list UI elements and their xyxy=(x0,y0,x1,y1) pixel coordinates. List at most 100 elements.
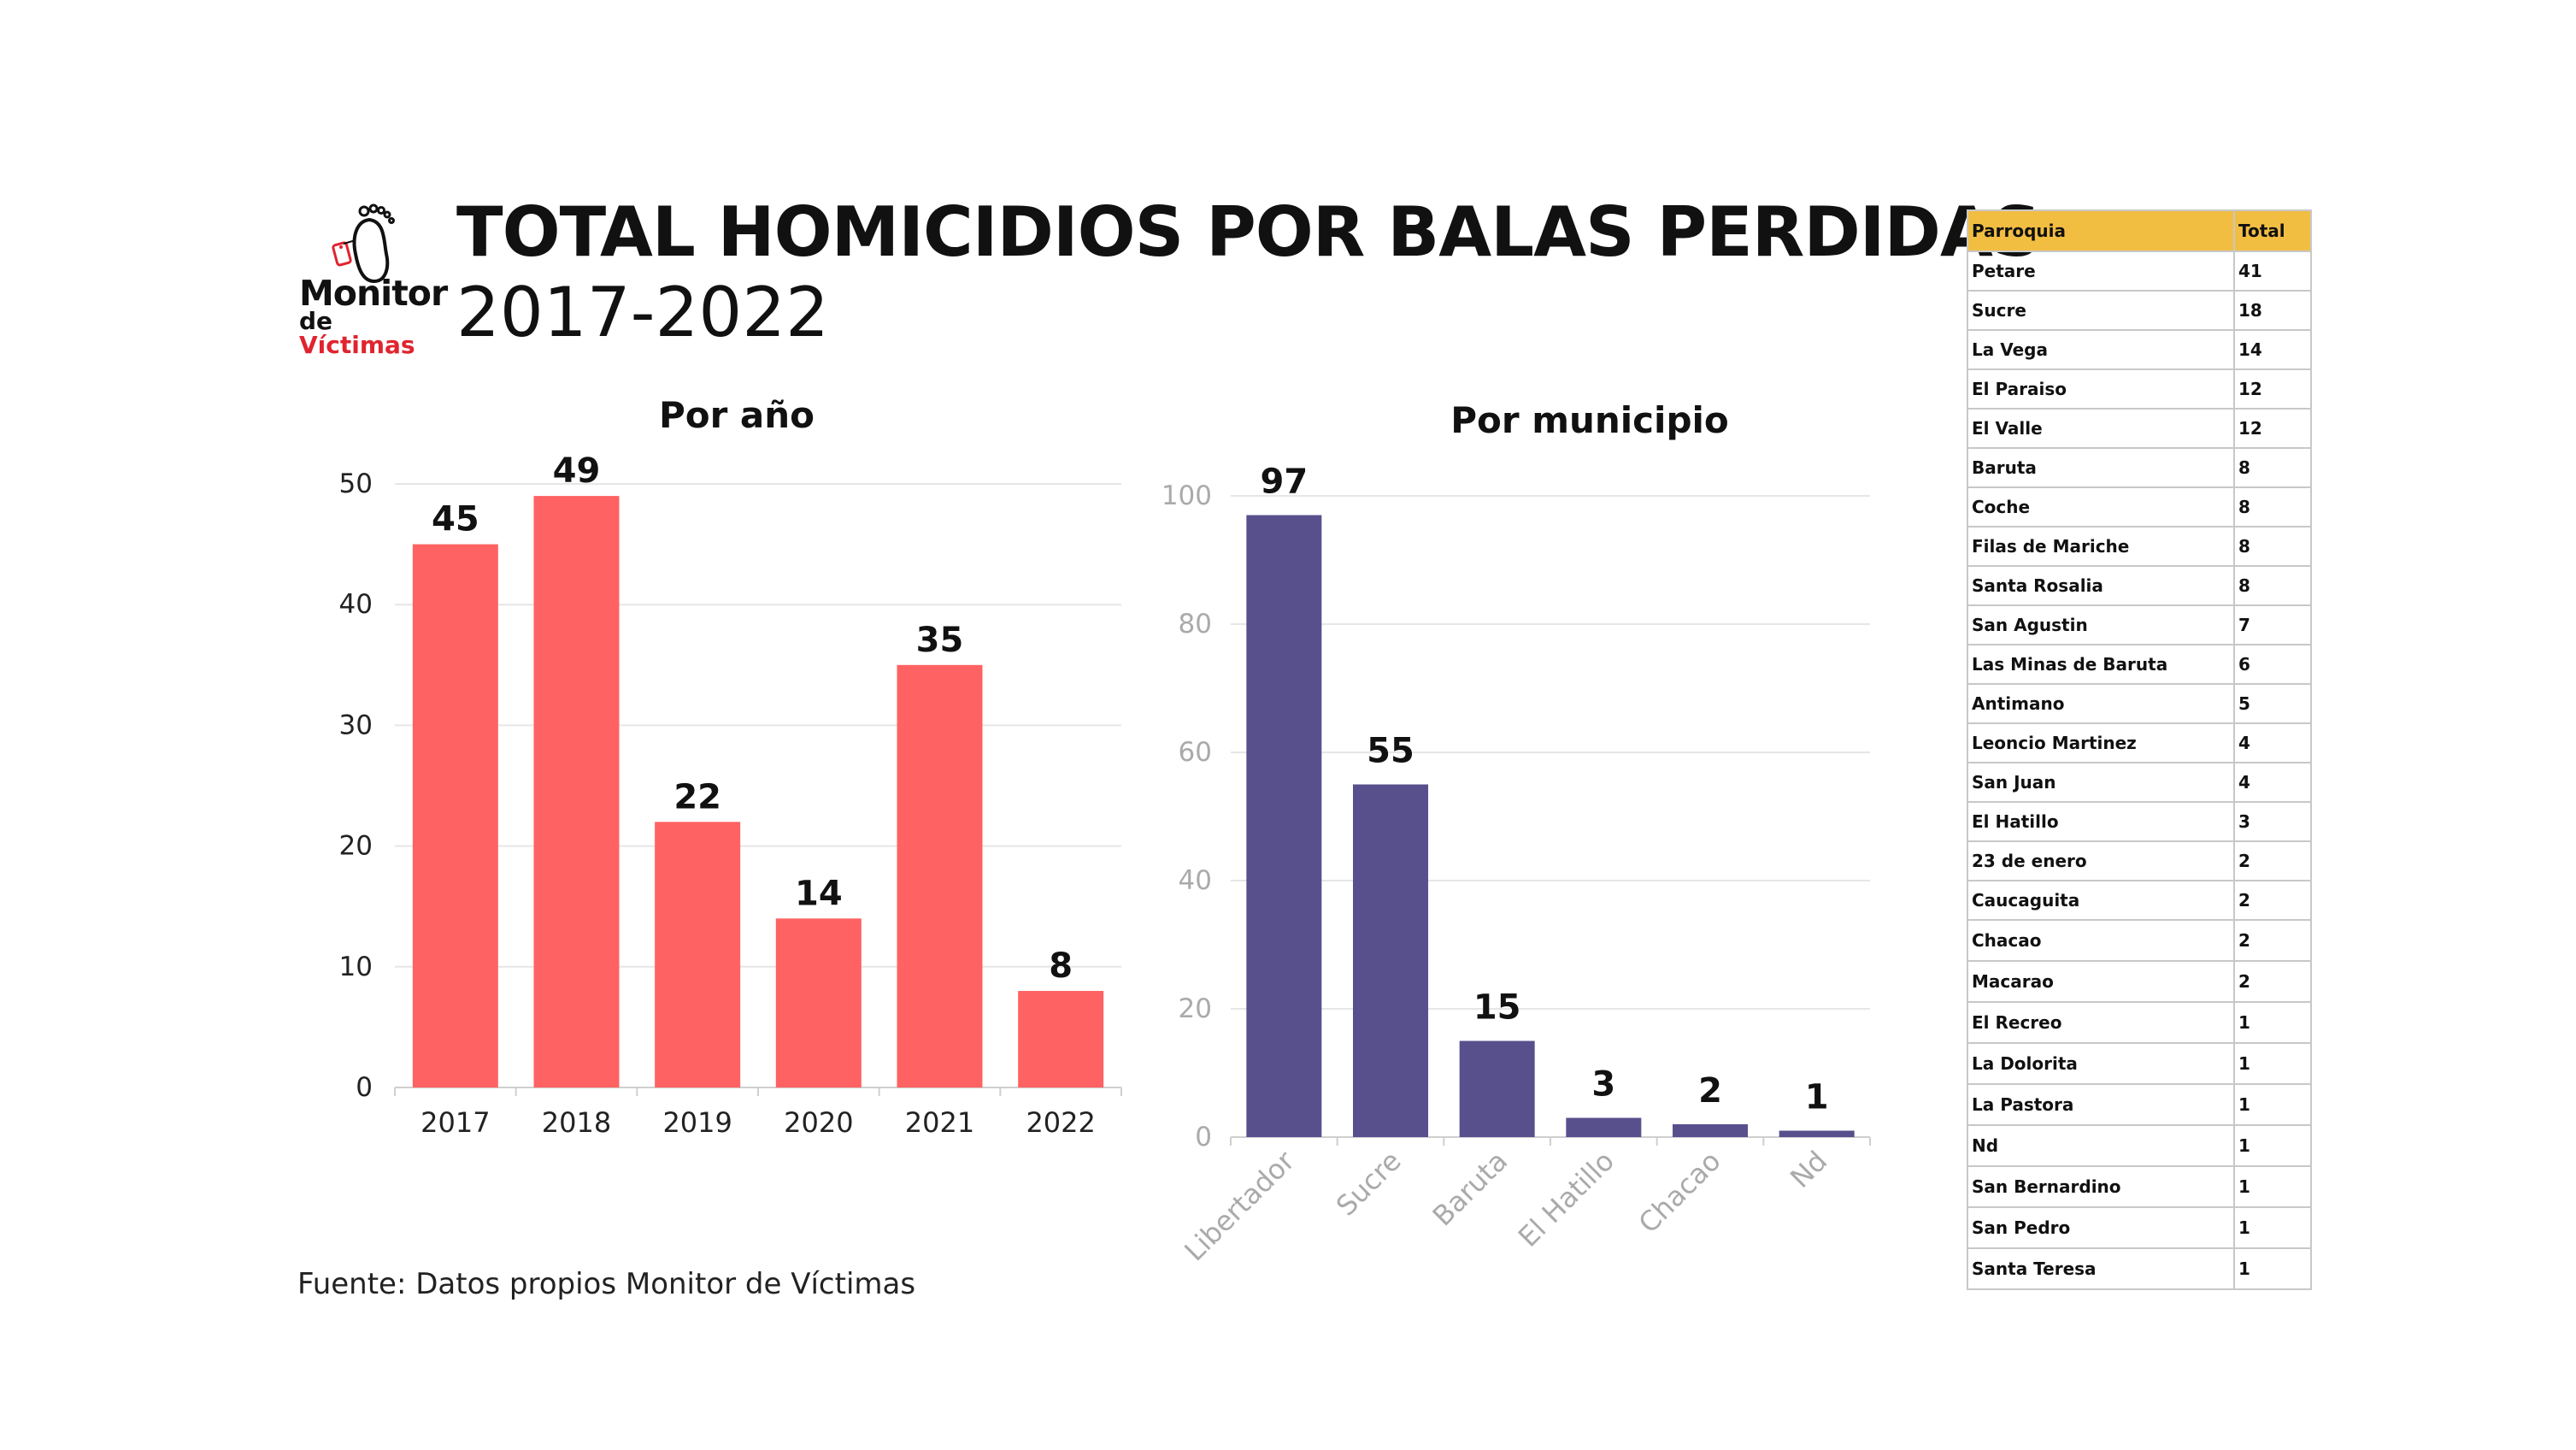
data-label: 2 xyxy=(1698,1071,1722,1111)
chart-by-municipality: Por municipio 0 20 40 60 80 100 97 Libertador 55 S… xyxy=(1162,399,1871,1267)
y-tick-label: 40 xyxy=(339,589,373,620)
table-header-row: Parroquia Total xyxy=(1967,209,2312,252)
y-tick-label: 40 xyxy=(1179,865,1212,896)
parroquia-cell: Sucre xyxy=(1967,290,2235,331)
table-row: Coche 8 xyxy=(1967,486,2312,528)
total-cell: 4 xyxy=(2233,762,2312,803)
table-row: Santa Rosalia 8 xyxy=(1967,565,2312,606)
parroquia-cell: Baruta xyxy=(1967,447,2235,488)
total-cell: 8 xyxy=(2233,447,2312,488)
table-row: Macarao 2 xyxy=(1967,960,2312,1003)
data-label: 49 xyxy=(553,451,601,491)
total-cell: 8 xyxy=(2233,486,2312,528)
category-label: 2018 xyxy=(542,1106,611,1139)
table-row: El Valle 12 xyxy=(1967,408,2312,449)
table-row: San Juan 4 xyxy=(1967,762,2312,803)
category-label: Baruta xyxy=(1426,1145,1514,1233)
table-row: El Recreo 1 xyxy=(1967,1001,2312,1044)
total-cell: 1 xyxy=(2233,1206,2312,1249)
parroquia-cell: San Bernardino xyxy=(1967,1165,2235,1208)
y-tick-label: 10 xyxy=(339,952,373,982)
parroquia-cell: San Pedro xyxy=(1967,1206,2235,1249)
category-label: Libertador xyxy=(1178,1144,1301,1267)
parroquia-cell: Nd xyxy=(1967,1124,2235,1167)
total-cell: 2 xyxy=(2233,919,2312,962)
bar xyxy=(1353,784,1428,1137)
y-tick-label: 100 xyxy=(1162,480,1212,511)
table-row: La Vega 14 xyxy=(1967,329,2312,370)
y-tick-label: 20 xyxy=(339,831,373,862)
bar xyxy=(1566,1117,1642,1137)
total-cell: 2 xyxy=(2233,880,2312,921)
table-row: 23 de enero 2 xyxy=(1967,840,2312,881)
category-label: El Hatillo xyxy=(1512,1145,1620,1253)
category-label: 2017 xyxy=(421,1106,490,1139)
data-label: 35 xyxy=(916,621,964,660)
category-label: 2021 xyxy=(905,1106,974,1139)
total-cell: 41 xyxy=(2233,251,2312,292)
total-cell: 5 xyxy=(2233,683,2312,724)
table-row: Nd 1 xyxy=(1967,1124,2312,1167)
total-cell: 1 xyxy=(2233,1042,2312,1085)
bar xyxy=(1018,991,1104,1088)
table-row: San Bernardino 1 xyxy=(1967,1165,2312,1208)
parroquia-cell: El Hatillo xyxy=(1967,801,2235,842)
parroquia-cell: Filas de Mariche xyxy=(1967,526,2235,567)
y-tick-label: 0 xyxy=(1195,1122,1212,1152)
total-cell: 6 xyxy=(2233,644,2312,685)
y-tick-label: 0 xyxy=(356,1072,373,1103)
total-cell: 2 xyxy=(2233,840,2312,881)
total-cell: 2 xyxy=(2233,960,2312,1003)
parroquia-cell: La Vega xyxy=(1967,329,2235,370)
logo-wordmark-line1: Monitor xyxy=(299,273,448,314)
table-row: Antimano 5 xyxy=(1967,683,2312,724)
parroquia-cell: La Pastora xyxy=(1967,1083,2235,1126)
column-header: Parroquia xyxy=(1967,209,2235,252)
category-label: Sucre xyxy=(1330,1145,1408,1223)
bar xyxy=(1673,1124,1748,1137)
chart-title: Por municipio xyxy=(1450,399,1729,441)
y-tick-label: 80 xyxy=(1179,609,1212,640)
category-label: 2022 xyxy=(1026,1106,1095,1139)
table-row: Chacao 2 xyxy=(1967,919,2312,962)
total-cell: 12 xyxy=(2233,368,2312,410)
parroquia-cell: El Paraiso xyxy=(1967,368,2235,410)
total-cell: 8 xyxy=(2233,565,2312,606)
parroquia-cell: Chacao xyxy=(1967,919,2235,962)
page-subtitle: 2017-2022 xyxy=(456,273,830,352)
parroquia-cell: Santa Teresa xyxy=(1967,1247,2235,1290)
chart-title: Por año xyxy=(659,394,815,436)
total-cell: 1 xyxy=(2233,1247,2312,1290)
parroquia-cell: San Agustin xyxy=(1967,604,2235,645)
table-row: Sucre 18 xyxy=(1967,290,2312,331)
table-row: Petare 41 xyxy=(1967,251,2312,292)
data-label: 15 xyxy=(1473,988,1521,1028)
parroquia-cell: Antimano xyxy=(1967,683,2235,724)
table-row: Santa Teresa 1 xyxy=(1967,1247,2312,1290)
table-row: Leoncio Martinez 4 xyxy=(1967,722,2312,763)
table-row: San Pedro 1 xyxy=(1967,1206,2312,1249)
parroquia-cell: El Recreo xyxy=(1967,1001,2235,1044)
total-cell: 1 xyxy=(2233,1165,2312,1208)
parroquia-cell: San Juan xyxy=(1967,762,2235,803)
data-label: 8 xyxy=(1049,946,1073,986)
parroquia-cell: 23 de enero xyxy=(1967,840,2235,881)
bar xyxy=(1459,1040,1535,1137)
bar xyxy=(1779,1130,1855,1137)
parroquia-cell: Petare xyxy=(1967,251,2235,292)
category-label: Chacao xyxy=(1632,1145,1727,1240)
total-cell: 18 xyxy=(2233,290,2312,331)
data-label: 22 xyxy=(673,777,721,816)
table-row: El Paraiso 12 xyxy=(1967,368,2312,410)
y-tick-label: 30 xyxy=(339,710,373,740)
total-cell: 12 xyxy=(2233,408,2312,449)
bar xyxy=(412,544,498,1088)
parroquia-cell: Coche xyxy=(1967,486,2235,528)
table-row: El Hatillo 3 xyxy=(1967,801,2312,842)
bar xyxy=(655,822,741,1088)
y-tick-label: 60 xyxy=(1179,737,1212,768)
logo-wordmark-accent: Víctimas xyxy=(299,331,415,359)
source-note: Fuente: Datos propios Monitor de Víctima… xyxy=(297,1267,916,1301)
parroquia-cell: La Dolorita xyxy=(1967,1042,2235,1085)
table-row: San Agustin 7 xyxy=(1967,604,2312,645)
